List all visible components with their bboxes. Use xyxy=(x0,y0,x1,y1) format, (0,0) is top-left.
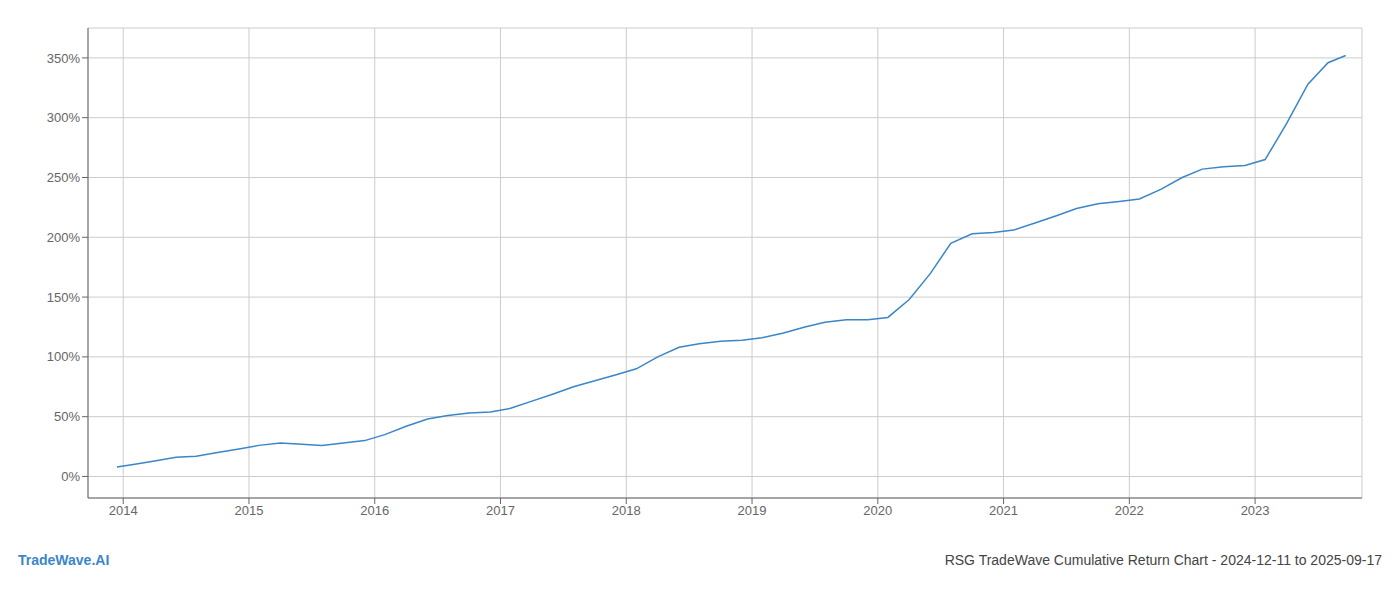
svg-text:2020: 2020 xyxy=(863,503,892,518)
svg-text:100%: 100% xyxy=(47,349,81,364)
svg-text:2016: 2016 xyxy=(360,503,389,518)
svg-text:2014: 2014 xyxy=(109,503,138,518)
svg-text:150%: 150% xyxy=(47,290,81,305)
svg-text:2021: 2021 xyxy=(989,503,1018,518)
svg-text:200%: 200% xyxy=(47,230,81,245)
svg-text:2019: 2019 xyxy=(738,503,767,518)
svg-text:2023: 2023 xyxy=(1241,503,1270,518)
svg-text:2015: 2015 xyxy=(235,503,264,518)
svg-text:50%: 50% xyxy=(54,409,80,424)
svg-text:0%: 0% xyxy=(61,469,80,484)
svg-text:2017: 2017 xyxy=(486,503,515,518)
html-text:RSG TradeWave Cumulative Retur: RSG TradeWave Cumulative Return Chart - … xyxy=(944,552,1382,568)
svg-text:2022: 2022 xyxy=(1115,503,1144,518)
svg-text:2018: 2018 xyxy=(612,503,641,518)
html-text:TradeWave.AI: TradeWave.AI xyxy=(18,552,110,568)
svg-text:350%: 350% xyxy=(47,51,81,66)
svg-text:300%: 300% xyxy=(47,110,81,125)
svg-text:250%: 250% xyxy=(47,170,81,185)
